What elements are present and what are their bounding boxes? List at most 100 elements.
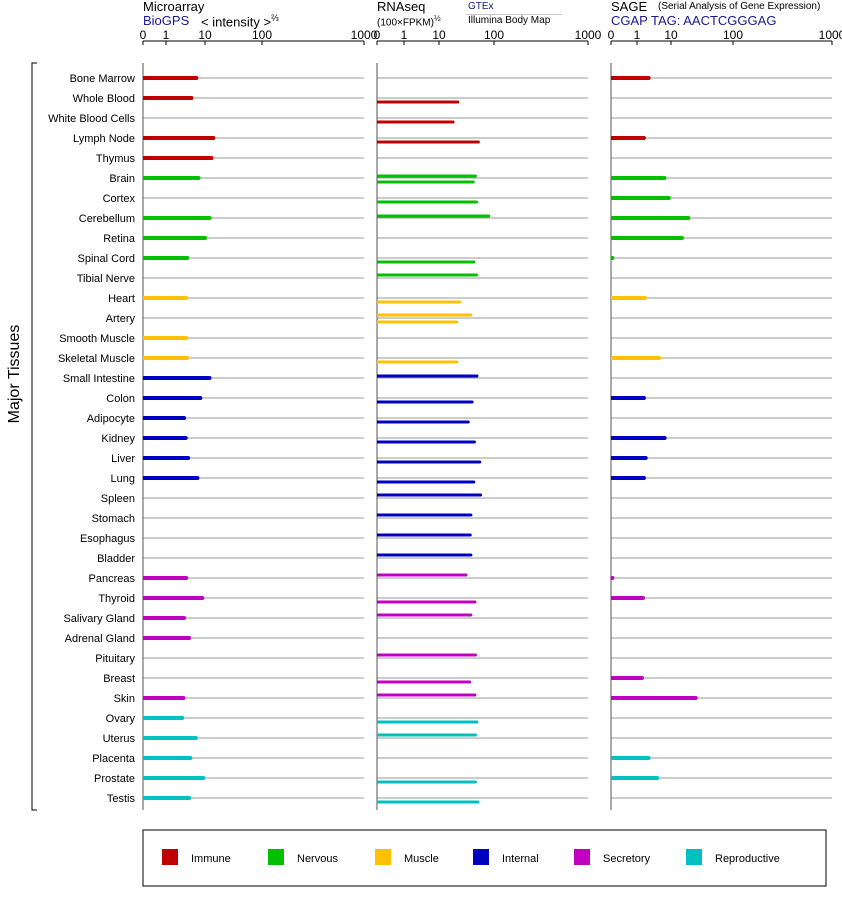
microarray-bar-cap <box>189 96 194 100</box>
rnaseq-bar <box>377 513 471 517</box>
rnaseq-tick-label: 1000 <box>575 28 602 42</box>
rnaseq-bar-cap <box>469 553 473 557</box>
tissue-label: Breast <box>103 673 135 685</box>
legend-swatch-reproductive <box>686 849 702 865</box>
tissue-label: Cerebellum <box>79 213 135 225</box>
microarray-bar <box>143 796 190 800</box>
sage-bar-cap <box>662 436 667 440</box>
rnaseq-ibm-bar <box>377 180 474 184</box>
tissue-label: Uterus <box>103 733 136 745</box>
microarray-bar <box>143 616 185 620</box>
rnaseq-bar <box>377 733 476 737</box>
rnaseq-ibm-bar-cap <box>476 800 480 804</box>
rnaseq-ibm-bar-cap <box>473 600 477 604</box>
sage-tick-label: 100 <box>723 28 743 42</box>
rnaseq-tick-label: 1 <box>401 28 408 42</box>
rnaseq-ibm-bar-cap <box>474 200 478 204</box>
microarray-bar-cap <box>195 476 200 480</box>
microarray-tick-label: 100 <box>252 28 272 42</box>
microarray-bar-cap <box>181 696 186 700</box>
tissue-label: Placenta <box>92 753 136 765</box>
microarray-bar <box>143 216 210 220</box>
microarray-bar-cap <box>209 156 214 160</box>
rnaseq-bar <box>377 313 471 317</box>
tissue-label: Testis <box>107 793 136 805</box>
rnaseq-ibm-bar <box>377 780 476 784</box>
sage-bar-cap <box>679 236 684 240</box>
sage-bar-cap <box>610 256 615 260</box>
tissue-label: Liver <box>111 453 135 465</box>
microarray-bar <box>143 256 188 260</box>
rnaseq-ibm-bar <box>377 360 457 364</box>
tissue-label: Retina <box>103 233 136 245</box>
microarray-bar <box>143 476 198 480</box>
tissue-label: Tibial Nerve <box>77 273 135 285</box>
rnaseq-scale-text: (100×FPKM) <box>377 17 434 29</box>
tissue-label: Small Intestine <box>63 373 135 385</box>
legend-frame <box>142 829 827 887</box>
microarray-bar <box>143 436 186 440</box>
rnaseq-ibm-bar <box>377 440 475 444</box>
tissue-label: Smooth Muscle <box>59 333 135 345</box>
rnaseq-title-text: RNAseq <box>377 0 426 14</box>
rnaseq-title: RNAseq <box>377 0 425 13</box>
microarray-bar-cap <box>201 776 206 780</box>
rnaseq-bar-cap <box>473 693 477 697</box>
rnaseq-ibm-bar-cap <box>473 780 477 784</box>
sage-bar-cap <box>641 476 646 480</box>
tissue-label: Lung <box>111 473 135 485</box>
rnaseq-ibm-bar-cap <box>451 120 455 124</box>
microarray-bar <box>143 376 210 380</box>
legend-label-nervous: Nervous <box>297 853 338 865</box>
microarray-bar <box>143 416 185 420</box>
sage-bar <box>611 696 696 700</box>
microarray-title: Microarray <box>143 0 205 14</box>
legend-label-secretory: Secretory <box>603 853 651 865</box>
tissue-label: Salivary Gland <box>63 613 135 625</box>
panel-axes: 011010010000110100100001101001000 <box>140 28 842 810</box>
microarray-bar-cap <box>207 376 212 380</box>
tissue-label: Brain <box>109 173 135 185</box>
sage-bar <box>611 596 643 600</box>
microarray-bar <box>143 756 191 760</box>
tissue-label: Stomach <box>92 513 135 525</box>
rnaseq-bar <box>377 653 476 657</box>
rnaseq-ibm-bar <box>377 140 479 144</box>
rnaseq-ibm-bar <box>377 460 480 464</box>
tissue-label: Colon <box>106 393 135 405</box>
rnaseq-ibm-bar <box>377 100 458 104</box>
sage-bar-cap <box>642 296 647 300</box>
rnaseq-bar-cap <box>469 513 473 517</box>
legend-swatch-immune <box>162 849 178 865</box>
sage-bar <box>611 476 644 480</box>
legend-swatch-nervous <box>268 849 284 865</box>
sage-bar <box>611 176 665 180</box>
rnaseq-bar <box>377 493 481 497</box>
rnaseq-tick-label: 0 <box>374 28 381 42</box>
sage-bar-cap <box>662 176 667 180</box>
sage-bar <box>611 76 649 80</box>
sage-bar-cap <box>655 776 660 780</box>
tissue-label: Adipocyte <box>87 413 135 425</box>
rnaseq-tick-label: 10 <box>432 28 446 42</box>
sage-bar <box>611 436 665 440</box>
microarray-bar-cap <box>194 76 199 80</box>
rnaseq-bar-cap <box>464 573 468 577</box>
y-group-label: Major Tissues <box>6 325 23 424</box>
microarray-bar-cap <box>187 636 192 640</box>
rnaseq-ibm-bar-cap <box>468 680 472 684</box>
tissue-label: Spinal Cord <box>78 253 135 265</box>
tissue-label: Thymus <box>96 153 136 165</box>
rnaseq-gtex-bar <box>377 174 476 178</box>
microarray-bar-cap <box>184 336 189 340</box>
tissue-label: Kidney <box>101 433 135 445</box>
sage-bar-cap <box>686 216 691 220</box>
microarray-bar <box>143 696 184 700</box>
tissue-label: Pancreas <box>89 573 136 585</box>
rnaseq-scale-exponent: ½ <box>433 14 441 23</box>
microarray-bar <box>143 136 214 140</box>
tissue-label: Artery <box>106 313 136 325</box>
microarray-bar <box>143 336 187 340</box>
legend-swatch-muscle <box>375 849 391 865</box>
